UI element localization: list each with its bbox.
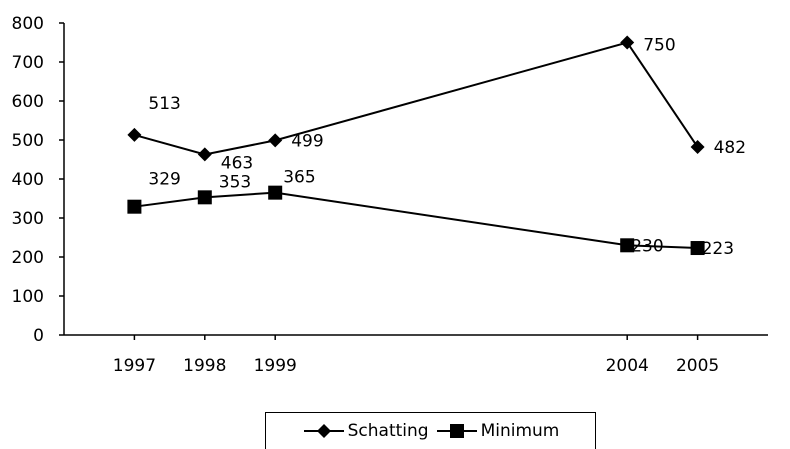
- y-tick-label: 800: [12, 14, 44, 34]
- legend-item-schatting: Schatting: [302, 421, 429, 441]
- data-label-schatting: 499: [291, 131, 323, 151]
- data-label-schatting: 463: [221, 153, 253, 173]
- data-point-schatting: [268, 133, 283, 148]
- x-tick-label: 1997: [113, 356, 156, 376]
- y-tick-label: 200: [12, 248, 44, 268]
- data-point-minimum: [620, 238, 635, 253]
- x-tick-label: 2004: [606, 356, 649, 376]
- axes: 0 100 200 300 400 500 600 700 800 1997 1998 1999 200…: [12, 14, 768, 376]
- data-point-schatting: [127, 127, 142, 142]
- series-layer: [127, 35, 705, 256]
- y-tick-label: 700: [12, 53, 44, 73]
- data-label-schatting: 482: [714, 138, 746, 158]
- data-label-minimum: 353: [219, 172, 251, 192]
- data-point-schatting: [620, 35, 635, 50]
- legend-item-minimum: Minimum: [435, 421, 560, 441]
- series-line-minimum: [134, 191, 698, 250]
- data-label-minimum: 329: [148, 170, 180, 190]
- data-label-minimum: 365: [283, 168, 315, 188]
- series-line-schatting: [134, 41, 699, 156]
- data-label-schatting: 750: [643, 36, 675, 56]
- data-label-minimum: 230: [631, 236, 663, 256]
- data-point-minimum: [690, 241, 705, 256]
- data-point-minimum: [127, 199, 142, 214]
- data-label-minimum: 223: [702, 239, 734, 259]
- data-point-minimum: [197, 190, 212, 205]
- data-label-schatting: 513: [148, 94, 180, 114]
- data-labels: 513 463 499 750 482 329 353 365 230 223: [148, 36, 746, 260]
- legend-label-minimum: Minimum: [480, 421, 560, 441]
- legend: Schatting Minimum: [265, 412, 596, 449]
- x-tick-label: 1999: [254, 356, 297, 376]
- y-tick-label: 400: [12, 170, 44, 190]
- y-tick-label: 500: [12, 131, 44, 151]
- y-tick-label: 300: [12, 209, 44, 229]
- data-point-schatting: [690, 140, 705, 155]
- diamond-marker-icon: [303, 424, 344, 438]
- x-tick-label: 2005: [676, 356, 719, 376]
- data-point-schatting: [197, 147, 212, 162]
- legend-label-schatting: Schatting: [347, 421, 429, 441]
- y-tick-label: 0: [33, 326, 44, 346]
- square-marker-icon: [436, 424, 477, 438]
- y-tick-label: 600: [12, 92, 44, 112]
- data-point-minimum: [268, 185, 283, 200]
- y-tick-label: 100: [12, 287, 44, 307]
- x-tick-label: 1998: [183, 356, 226, 376]
